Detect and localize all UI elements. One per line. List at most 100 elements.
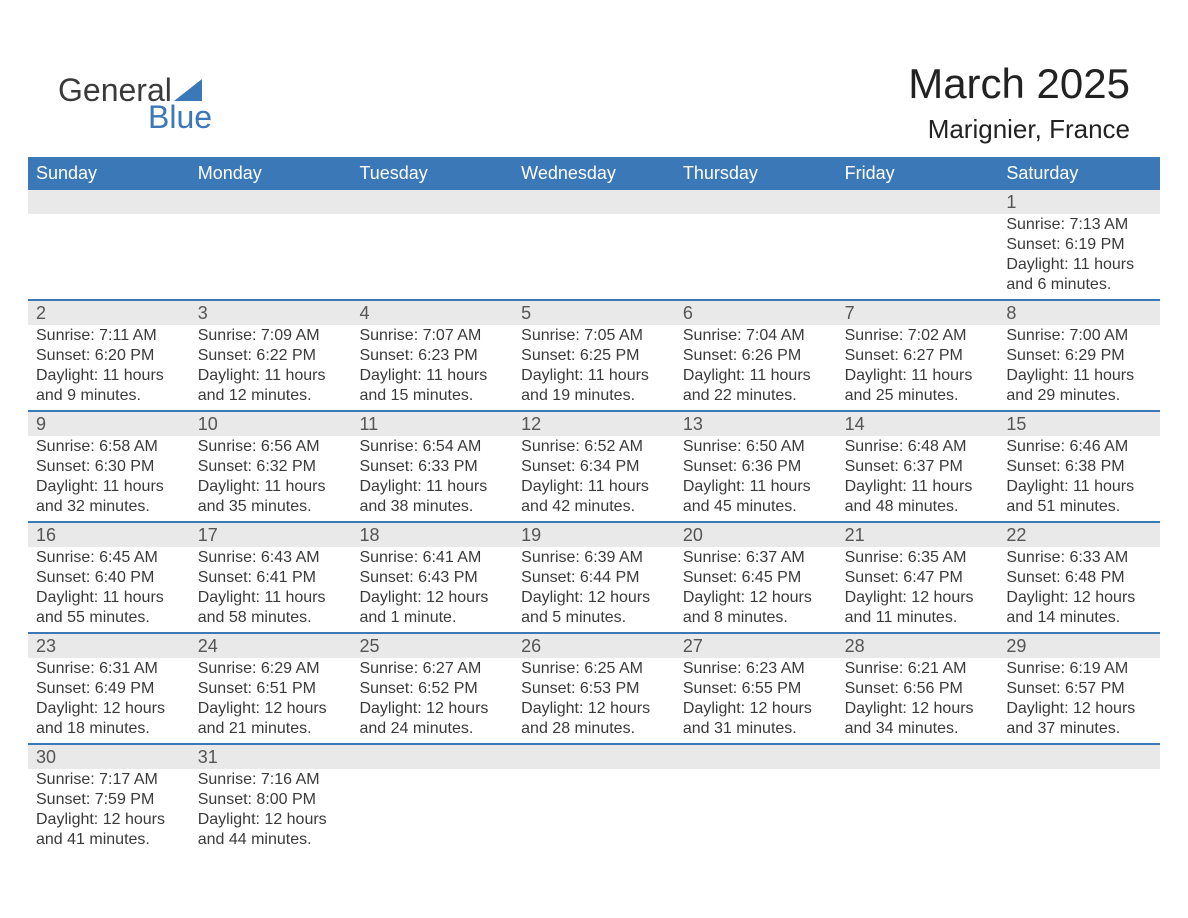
daylight-text: Daylight: 11 hours and 42 minutes.: [521, 477, 667, 517]
daylight-text: Daylight: 11 hours and 15 minutes.: [359, 366, 505, 406]
day-details: Sunrise: 6:33 AMSunset: 6:48 PMDaylight:…: [998, 547, 1160, 630]
sunset-text: Sunset: 6:27 PM: [845, 346, 991, 366]
day-number: 2: [28, 301, 190, 325]
day-number: [998, 745, 1160, 769]
day-number: 25: [351, 634, 513, 658]
calendar-week: 16Sunrise: 6:45 AMSunset: 6:40 PMDayligh…: [28, 521, 1160, 632]
day-details: Sunrise: 6:50 AMSunset: 6:36 PMDaylight:…: [675, 436, 837, 519]
calendar-week: 9Sunrise: 6:58 AMSunset: 6:30 PMDaylight…: [28, 410, 1160, 521]
calendar-week: 2Sunrise: 7:11 AMSunset: 6:20 PMDaylight…: [28, 299, 1160, 410]
daylight-text: Daylight: 12 hours and 5 minutes.: [521, 588, 667, 628]
day-number: 16: [28, 523, 190, 547]
calendar-day: [351, 190, 513, 299]
day-number: 17: [190, 523, 352, 547]
calendar-day: [837, 745, 999, 854]
sunrise-text: Sunrise: 6:43 AM: [198, 548, 344, 568]
sunrise-text: Sunrise: 6:37 AM: [683, 548, 829, 568]
day-number: 5: [513, 301, 675, 325]
sunset-text: Sunset: 6:56 PM: [845, 679, 991, 699]
calendar-day: 7Sunrise: 7:02 AMSunset: 6:27 PMDaylight…: [837, 301, 999, 410]
sunset-text: Sunset: 6:53 PM: [521, 679, 667, 699]
sunrise-text: Sunrise: 6:33 AM: [1006, 548, 1152, 568]
day-details: Sunrise: 6:54 AMSunset: 6:33 PMDaylight:…: [351, 436, 513, 519]
sunrise-text: Sunrise: 6:50 AM: [683, 437, 829, 457]
sunrise-text: Sunrise: 6:27 AM: [359, 659, 505, 679]
daylight-text: Daylight: 11 hours and 45 minutes.: [683, 477, 829, 517]
sunset-text: Sunset: 6:33 PM: [359, 457, 505, 477]
sunrise-text: Sunrise: 7:09 AM: [198, 326, 344, 346]
sunset-text: Sunset: 8:00 PM: [198, 790, 344, 810]
calendar-week: 30Sunrise: 7:17 AMSunset: 7:59 PMDayligh…: [28, 743, 1160, 854]
day-details: Sunrise: 6:58 AMSunset: 6:30 PMDaylight:…: [28, 436, 190, 519]
day-details: Sunrise: 7:02 AMSunset: 6:27 PMDaylight:…: [837, 325, 999, 408]
day-number: 30: [28, 745, 190, 769]
calendar-day: 20Sunrise: 6:37 AMSunset: 6:45 PMDayligh…: [675, 523, 837, 632]
sunrise-text: Sunrise: 7:02 AM: [845, 326, 991, 346]
calendar-day: 30Sunrise: 7:17 AMSunset: 7:59 PMDayligh…: [28, 745, 190, 854]
calendar-day: 11Sunrise: 6:54 AMSunset: 6:33 PMDayligh…: [351, 412, 513, 521]
day-number: [513, 190, 675, 214]
calendar-day: 25Sunrise: 6:27 AMSunset: 6:52 PMDayligh…: [351, 634, 513, 743]
day-details: Sunrise: 6:56 AMSunset: 6:32 PMDaylight:…: [190, 436, 352, 519]
day-number: 11: [351, 412, 513, 436]
page-header: General Blue March 2025 Marignier, Franc…: [28, 60, 1160, 145]
day-number: 27: [675, 634, 837, 658]
day-number: 29: [998, 634, 1160, 658]
sunrise-text: Sunrise: 7:05 AM: [521, 326, 667, 346]
weeks-container: 1Sunrise: 7:13 AMSunset: 6:19 PMDaylight…: [28, 190, 1160, 854]
day-number: 13: [675, 412, 837, 436]
calendar-day: [190, 190, 352, 299]
sunset-text: Sunset: 6:40 PM: [36, 568, 182, 588]
sunset-text: Sunset: 6:57 PM: [1006, 679, 1152, 699]
sunrise-text: Sunrise: 6:21 AM: [845, 659, 991, 679]
sunrise-text: Sunrise: 6:23 AM: [683, 659, 829, 679]
day-number: 8: [998, 301, 1160, 325]
sunset-text: Sunset: 6:20 PM: [36, 346, 182, 366]
day-number: 10: [190, 412, 352, 436]
sunrise-text: Sunrise: 6:54 AM: [359, 437, 505, 457]
daylight-text: Daylight: 12 hours and 11 minutes.: [845, 588, 991, 628]
sunset-text: Sunset: 6:38 PM: [1006, 457, 1152, 477]
daylight-text: Daylight: 11 hours and 58 minutes.: [198, 588, 344, 628]
day-number: 23: [28, 634, 190, 658]
sunrise-text: Sunrise: 7:04 AM: [683, 326, 829, 346]
sunrise-text: Sunrise: 6:19 AM: [1006, 659, 1152, 679]
daylight-text: Daylight: 12 hours and 44 minutes.: [198, 810, 344, 850]
daylight-text: Daylight: 11 hours and 35 minutes.: [198, 477, 344, 517]
calendar-week: 23Sunrise: 6:31 AMSunset: 6:49 PMDayligh…: [28, 632, 1160, 743]
sunset-text: Sunset: 6:22 PM: [198, 346, 344, 366]
day-details: Sunrise: 7:17 AMSunset: 7:59 PMDaylight:…: [28, 769, 190, 852]
daylight-text: Daylight: 11 hours and 51 minutes.: [1006, 477, 1152, 517]
sunrise-text: Sunrise: 7:07 AM: [359, 326, 505, 346]
weekday-header: Saturday: [998, 157, 1160, 190]
calendar-day: 24Sunrise: 6:29 AMSunset: 6:51 PMDayligh…: [190, 634, 352, 743]
day-number: [837, 745, 999, 769]
calendar-day: 12Sunrise: 6:52 AMSunset: 6:34 PMDayligh…: [513, 412, 675, 521]
daylight-text: Daylight: 12 hours and 37 minutes.: [1006, 699, 1152, 739]
day-number: 31: [190, 745, 352, 769]
calendar-day: 27Sunrise: 6:23 AMSunset: 6:55 PMDayligh…: [675, 634, 837, 743]
sunset-text: Sunset: 6:55 PM: [683, 679, 829, 699]
calendar-day: 17Sunrise: 6:43 AMSunset: 6:41 PMDayligh…: [190, 523, 352, 632]
daylight-text: Daylight: 11 hours and 9 minutes.: [36, 366, 182, 406]
day-details: Sunrise: 6:27 AMSunset: 6:52 PMDaylight:…: [351, 658, 513, 741]
day-number: 9: [28, 412, 190, 436]
day-number: 20: [675, 523, 837, 547]
day-details: Sunrise: 6:25 AMSunset: 6:53 PMDaylight:…: [513, 658, 675, 741]
daylight-text: Daylight: 12 hours and 34 minutes.: [845, 699, 991, 739]
daylight-text: Daylight: 12 hours and 1 minute.: [359, 588, 505, 628]
sunset-text: Sunset: 6:44 PM: [521, 568, 667, 588]
sunrise-text: Sunrise: 6:56 AM: [198, 437, 344, 457]
calendar-day: 26Sunrise: 6:25 AMSunset: 6:53 PMDayligh…: [513, 634, 675, 743]
calendar-day: 21Sunrise: 6:35 AMSunset: 6:47 PMDayligh…: [837, 523, 999, 632]
daylight-text: Daylight: 11 hours and 19 minutes.: [521, 366, 667, 406]
day-details: Sunrise: 6:52 AMSunset: 6:34 PMDaylight:…: [513, 436, 675, 519]
sunset-text: Sunset: 6:51 PM: [198, 679, 344, 699]
daylight-text: Daylight: 11 hours and 6 minutes.: [1006, 255, 1152, 295]
sunset-text: Sunset: 6:19 PM: [1006, 235, 1152, 255]
daylight-text: Daylight: 11 hours and 12 minutes.: [198, 366, 344, 406]
day-number: [675, 190, 837, 214]
calendar-day: 13Sunrise: 6:50 AMSunset: 6:36 PMDayligh…: [675, 412, 837, 521]
sunset-text: Sunset: 6:49 PM: [36, 679, 182, 699]
day-details: Sunrise: 6:39 AMSunset: 6:44 PMDaylight:…: [513, 547, 675, 630]
